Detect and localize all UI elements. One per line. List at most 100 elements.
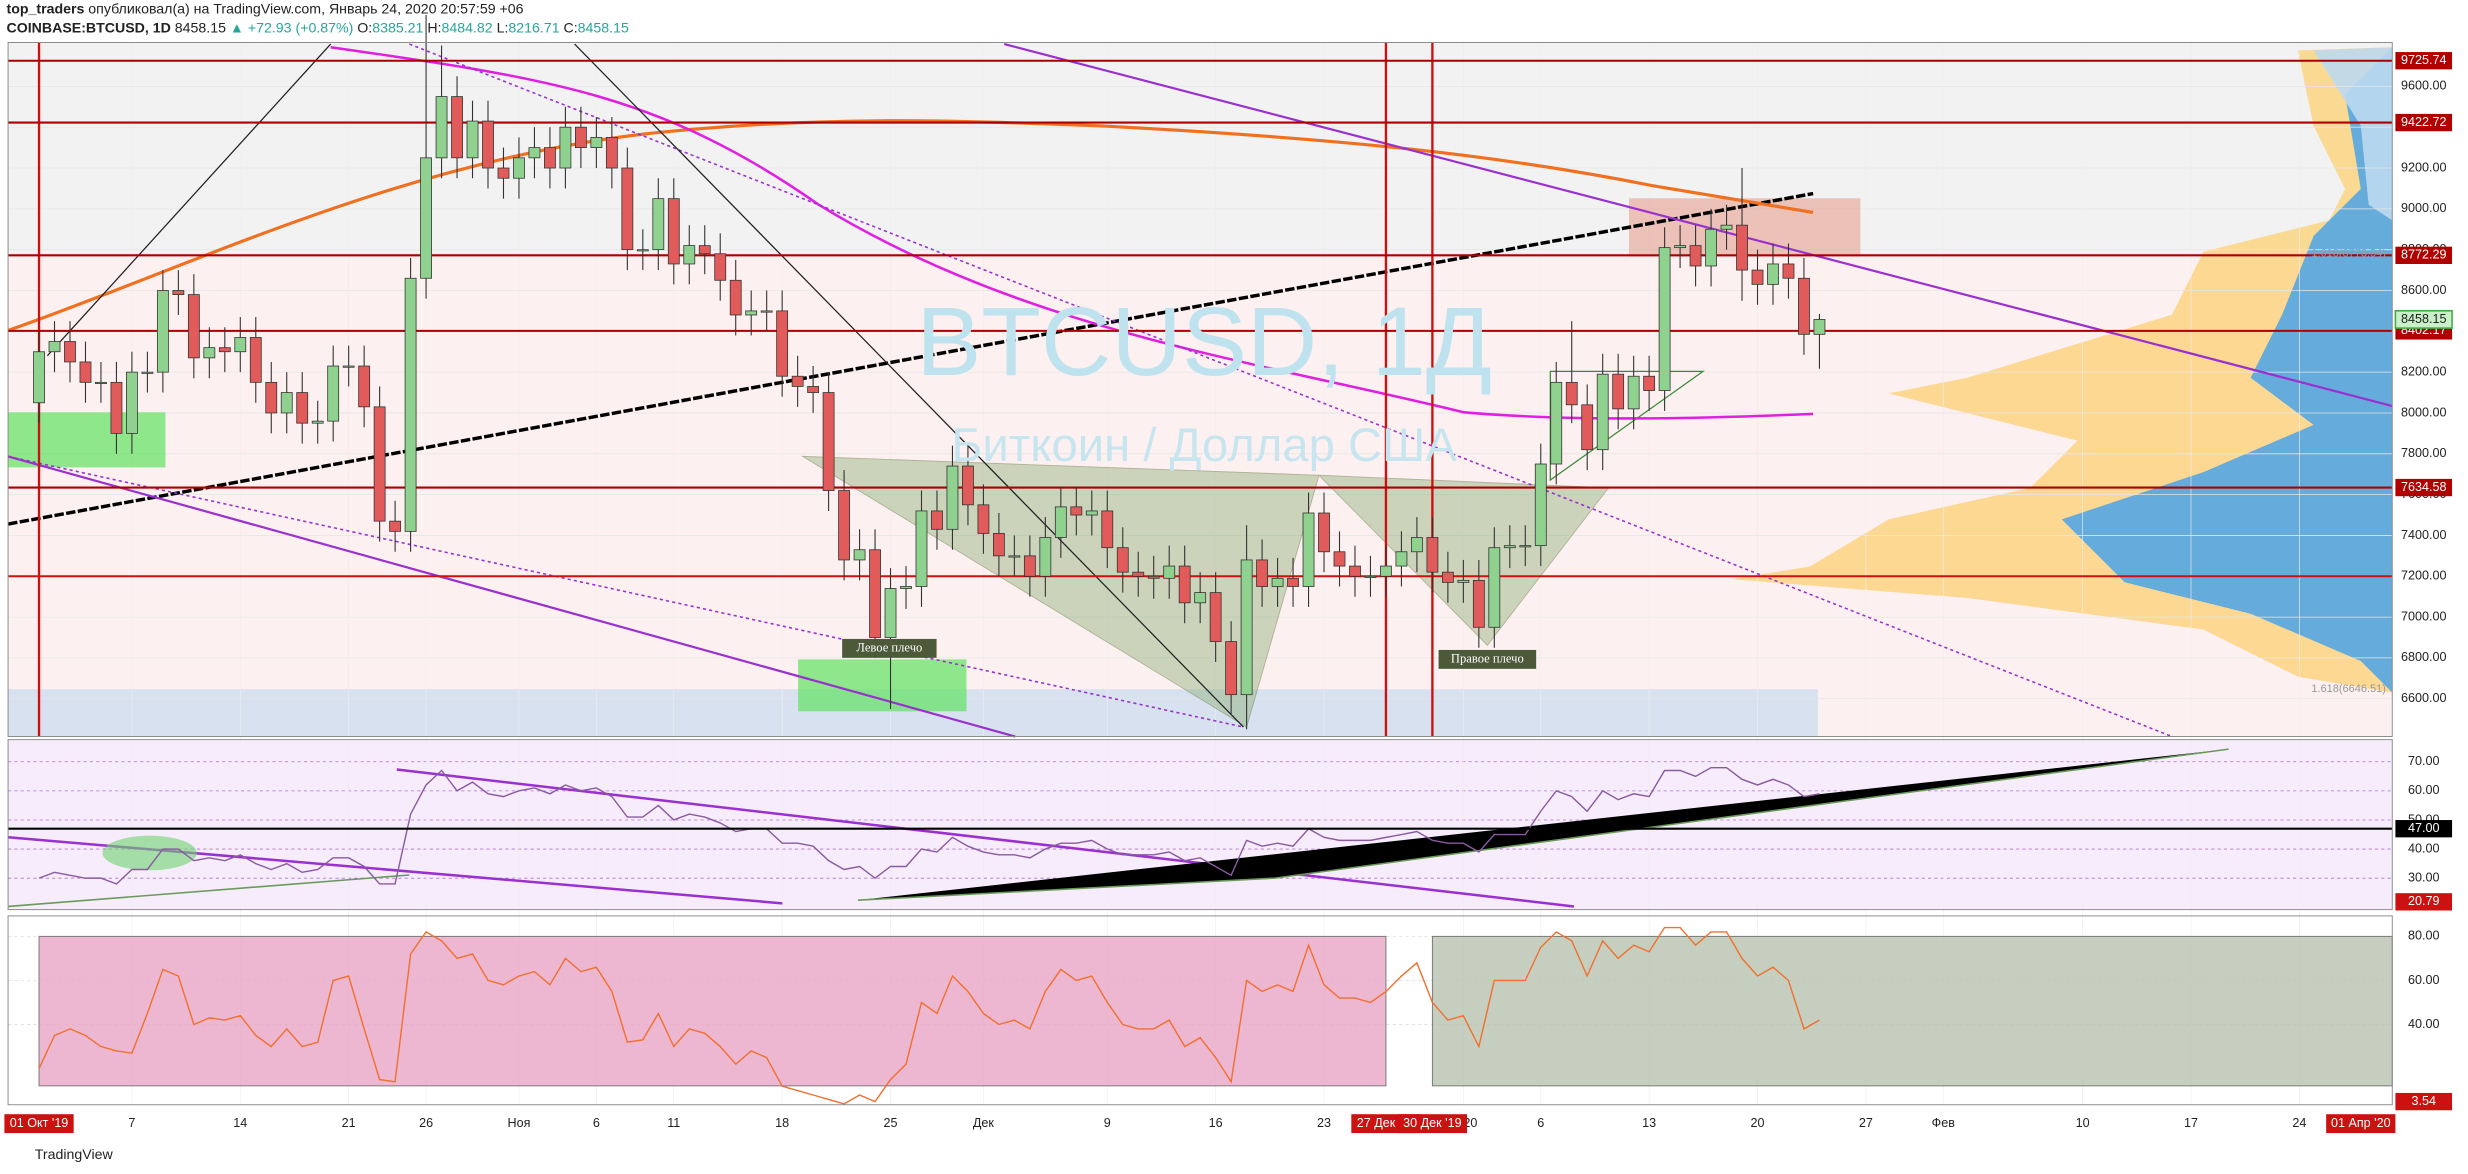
candle-body	[156, 290, 169, 373]
candle-body	[822, 392, 835, 491]
candle-body	[729, 279, 742, 316]
x-tick-label: 17	[2184, 1116, 2198, 1130]
green-zone	[8, 412, 166, 468]
candle-body	[1488, 547, 1501, 628]
orange-ma	[7, 119, 1814, 332]
candle-body	[1689, 245, 1702, 267]
candle-body	[1132, 571, 1145, 577]
x-tick-label: 16	[1209, 1116, 1223, 1130]
candle-body	[1736, 224, 1748, 271]
candle-body	[1674, 245, 1687, 249]
x-tick-label: 11	[667, 1116, 680, 1130]
candle-body	[1333, 551, 1346, 567]
candle-body	[962, 465, 974, 506]
footer: TradingView	[35, 1147, 114, 1163]
x-tick-label: 25	[884, 1116, 898, 1130]
y-tick-label: 70.00	[2408, 754, 2439, 768]
candle-body	[1581, 404, 1594, 451]
candle-body	[1720, 224, 1733, 230]
x-tick-label: Ноя	[508, 1116, 531, 1130]
h-label: H:	[427, 20, 441, 36]
candle-body	[1643, 375, 1656, 391]
volume-profile-down	[2061, 47, 2393, 693]
price-frame	[7, 42, 2393, 737]
candle-body	[1426, 537, 1439, 573]
level-tag-bg	[2395, 113, 2453, 132]
rsi-frame	[7, 739, 2393, 911]
rsi-pane	[8, 739, 2393, 910]
candle-body	[714, 253, 727, 281]
candle-body	[667, 198, 680, 265]
y-tick-label: 8200.00	[2401, 364, 2446, 378]
candle-body	[698, 245, 711, 255]
x-tick-label: 6	[593, 1116, 600, 1130]
x-tick-label: 18	[775, 1116, 789, 1130]
black-trend	[7, 191, 1814, 526]
y-tick-label: 6600.00	[2401, 691, 2446, 705]
x-tick-label: 10	[2076, 1116, 2090, 1130]
candle-body	[838, 490, 850, 561]
candle-body	[1008, 555, 1021, 558]
candle-body	[1194, 592, 1207, 604]
annotation-box	[1438, 649, 1537, 669]
rsi-marker-tag-bg	[2395, 820, 2453, 838]
purple-trend	[7, 455, 1016, 738]
l-label: L:	[497, 20, 509, 36]
x-tick-label: 27	[1859, 1116, 1873, 1130]
candle-body	[1767, 263, 1779, 285]
x-tick-label: 26	[419, 1116, 433, 1130]
candle-body	[234, 337, 247, 353]
candle-body	[327, 365, 340, 422]
candle-body	[342, 365, 355, 368]
y-tick-label: 7800.00	[2401, 446, 2446, 460]
y-tick-label: 8000.00	[2401, 405, 2446, 419]
o-value: 8385.21	[372, 20, 423, 36]
y-tick-label: 40.00	[2408, 841, 2439, 855]
end-tag: 01 Апр '20	[2331, 1116, 2391, 1130]
candle-body	[420, 157, 432, 279]
candle-body	[466, 120, 479, 159]
candle-body	[172, 290, 185, 295]
c-label: C:	[564, 20, 578, 36]
candle-body	[1441, 571, 1454, 583]
candle-body	[64, 341, 76, 363]
candle-body	[946, 465, 959, 530]
candle-body	[1178, 565, 1191, 604]
candle-body	[1085, 510, 1098, 516]
candle-body	[1457, 579, 1470, 583]
price-tag: 8458.15	[2401, 312, 2446, 326]
triangle	[1549, 370, 1705, 482]
stoch-min-tag: 3.54	[2411, 1094, 2435, 1108]
date-tag-bg	[1397, 1114, 1468, 1134]
candle-body	[48, 341, 61, 353]
annotation: Левое плечо	[856, 640, 922, 654]
candle-body	[451, 96, 463, 159]
candle-body	[931, 510, 943, 530]
change: ▲ +72.93 (+0.87%)	[230, 20, 353, 36]
y-tick-label: 80.00	[2408, 929, 2439, 943]
candle-body	[373, 406, 386, 522]
candle-body	[95, 381, 107, 385]
candle-body	[1472, 579, 1485, 628]
stoch-line	[38, 926, 1820, 1105]
candle-body	[528, 147, 541, 159]
x-tick-label: 24	[2292, 1116, 2306, 1130]
header-line-1: top_traders опубликовал(а) на TradingVie…	[6, 1, 523, 17]
purple-dotted	[7, 455, 1244, 728]
candle-body	[1534, 463, 1547, 547]
x-tick-label: 9	[1104, 1116, 1111, 1130]
c-value: 8458.15	[578, 20, 629, 36]
candle-body	[1380, 565, 1392, 577]
x-tick-label: 13	[1642, 1116, 1656, 1130]
candle-body	[404, 277, 417, 532]
x-tick-label: Дек	[973, 1116, 995, 1130]
o-label: O:	[357, 20, 372, 36]
rsi-min-tag-bg	[2395, 893, 2453, 911]
candle-body	[265, 381, 278, 414]
candle-body	[915, 510, 928, 587]
candle-body	[1070, 506, 1083, 516]
y-tick-label: 7400.00	[2401, 528, 2446, 542]
candle-body	[141, 371, 154, 374]
